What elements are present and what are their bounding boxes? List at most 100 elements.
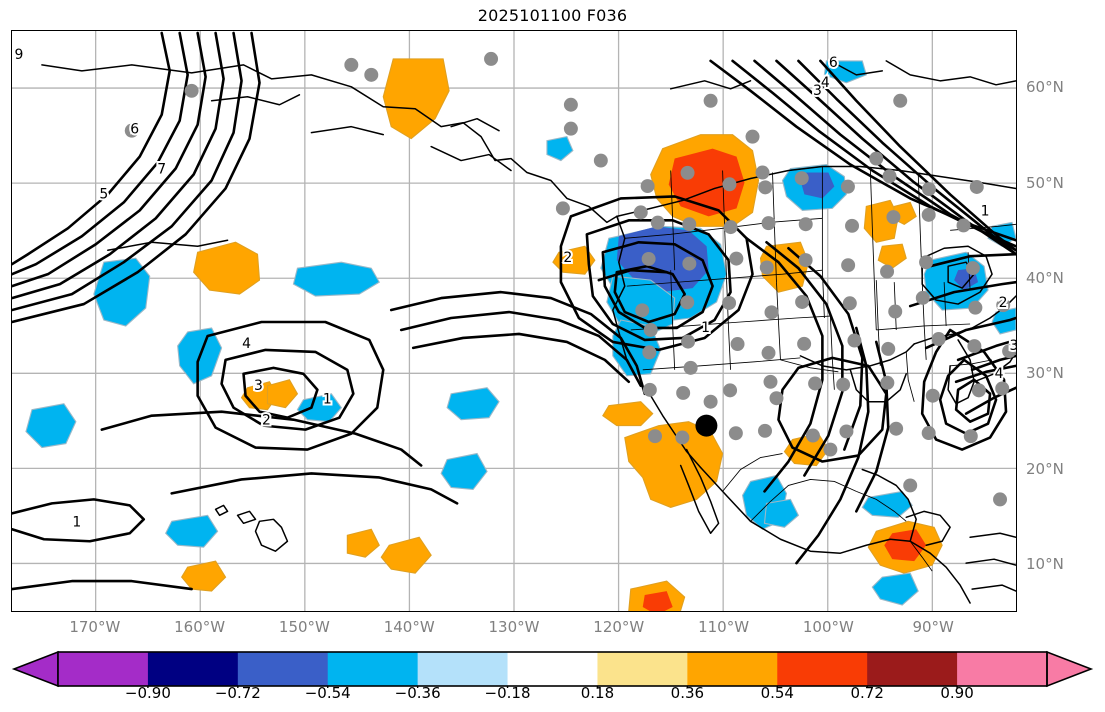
colorbar[interactable]: −0.90 −0.72 −0.54 −0.36 −0.18 0.18 0.36 0.54 0.7… [0,648,1105,712]
lat-tick-label-10: 10°N [1026,555,1064,574]
anomaly-patch [446,387,500,421]
verification-station-dot [769,391,784,406]
verification-station-dot [758,423,772,438]
anomaly-patch [25,403,77,449]
colorbar-segment [507,652,598,686]
verification-station-dot [676,385,691,400]
lon-tick-label-120: 120°W [593,618,645,636]
verification-station-dot [763,374,778,389]
lon-tick-label-170: 170°W [69,618,121,636]
colorbar-tick-label: 0.36 [670,684,705,702]
verification-station-dot [643,322,658,337]
verification-station-dot [682,217,697,232]
verification-station-dot [563,97,578,112]
verification-station-dot [484,51,499,66]
verification-station-dot [703,93,718,108]
contour-label-layer: 996677554433221111221166443311223344 [13,45,1016,532]
verification-station-dot [963,429,978,444]
verification-station-dot [915,290,930,305]
lon-tick-label-150: 150°W [278,618,330,636]
colorbar-tick-label: 0.90 [940,684,974,702]
verification-station-dot [640,179,655,194]
verification-station-dot [642,382,657,397]
verification-station-dot [805,428,820,443]
lon-tick-label-100: 100°W [802,618,854,636]
verification-station-dot [845,218,860,233]
verification-station-dot [889,421,904,436]
contour-label-halo: 6 [130,122,139,138]
verification-station-dot [681,334,696,349]
contour-label-halo: 1 [701,320,710,336]
contour-label-halo: 6 [829,55,838,71]
verification-station-dot [759,260,774,275]
contour-label-halo: 2 [999,295,1008,311]
lat-tick-label-40: 40°N [1026,269,1064,288]
anomaly-patch [266,379,299,409]
graticule-gridlines [12,31,1016,611]
verification-station-dot [967,339,982,354]
contour-label: 2 [262,413,271,429]
cyclone-center-marker[interactable] [695,414,718,437]
colorbar-segment [957,652,1048,686]
contour-label: 6 [829,55,838,71]
verification-station-dot [633,205,648,220]
contour-label-halo: 1 [981,203,990,219]
contour-label: 4 [242,336,251,352]
colorbar-segment [597,652,688,686]
contour-label-halo: 1 [323,392,332,408]
contour-label: 3 [813,83,822,99]
contour-label-halo: 4 [821,75,830,91]
anomaly-patch [440,452,488,490]
colorbar-extend-max [1046,650,1094,688]
verification-station-dot [764,305,779,320]
contour-label: 3 [254,378,263,394]
colorbar-segment [687,652,778,686]
anomaly-patch [193,241,261,295]
anomaly-patch [296,393,343,423]
contour-label: 6 [130,122,139,138]
colorbar-segment [237,652,329,686]
verification-station-dot [728,426,743,441]
anomaly-patch [292,261,381,297]
verification-station-dot [836,377,851,392]
anomaly-patch [877,243,907,269]
contour-label-halo: 1 [72,514,81,530]
verification-station-dot [723,383,738,398]
contour-label: 1 [701,320,710,336]
verification-station-dot [755,165,770,180]
verification-station-dot [996,298,1011,313]
verification-station-dot [893,93,908,108]
map-canvas[interactable]: 996677554433221111221166443311223344 [12,31,1016,611]
colorbar-tick-label: 0.18 [580,684,615,702]
verification-station-dot [635,303,650,318]
anomaly-patch [165,514,219,548]
contour-label-halo: 9 [15,47,24,63]
contour-label-halo: 3 [1010,338,1016,354]
verification-station-dot [794,171,809,186]
verification-station-dot [364,67,379,82]
lon-tick-label-110: 110°W [698,618,750,636]
colorbar-segment [327,652,419,686]
verification-station-dot [798,253,813,268]
verification-station-dot [968,300,983,315]
verification-station-dot [184,83,199,98]
colorbar-outline [57,651,1048,687]
colorbar-extend-min [11,650,59,688]
colorbar-tick-label: −0.90 [124,684,171,702]
verification-station-dot [761,345,776,360]
verification-station-dot [921,426,936,440]
verification-station-dot [648,429,663,444]
verification-station-dot [730,337,745,351]
height-contour-layer [12,31,1016,591]
contour-label: 7 [157,162,166,178]
verification-station-dot [931,332,946,347]
verification-station-dot [798,217,813,232]
verification-station-dot [1002,344,1016,359]
verification-station-dot [703,394,718,409]
lat-tick-label-50: 50°N [1026,173,1064,192]
contour-label-halo: 4 [995,366,1004,382]
lon-tick-label-90: 90°W [912,618,954,636]
map-panel[interactable]: 996677554433221111221166443311223344 [11,30,1017,612]
verification-station-dot [882,169,897,184]
lon-tick-label-130: 130°W [488,618,540,636]
